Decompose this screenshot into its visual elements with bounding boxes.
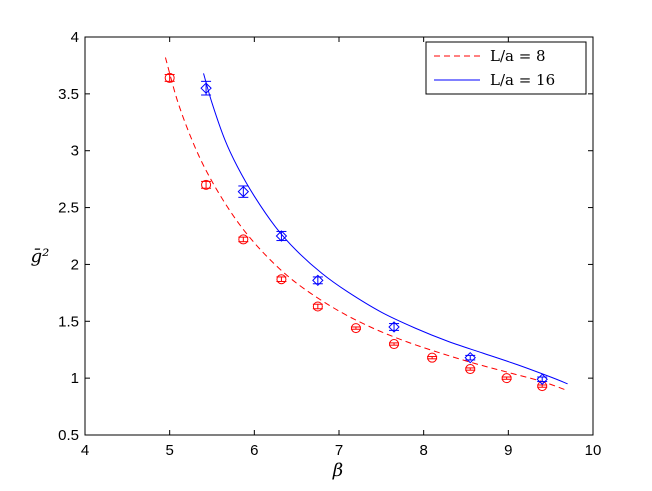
y-axis-label: ḡ² xyxy=(31,246,50,267)
y-tick-label: 1 xyxy=(71,370,79,387)
data-point-series-2 xyxy=(312,274,324,287)
y-tick-label: 2.5 xyxy=(58,200,79,217)
plot-area xyxy=(85,37,593,435)
y-axis: 0.5 1 1.5 2 2.5 3 3.5 4 xyxy=(58,29,593,444)
data-point-series-1 xyxy=(201,179,212,190)
data-point-series-1 xyxy=(427,352,438,363)
legend-box xyxy=(425,41,587,95)
data-point-series-1 xyxy=(238,234,249,245)
data-point-series-2 xyxy=(388,321,400,333)
data-point-series-1 xyxy=(501,373,512,384)
y-tick-label: 0.5 xyxy=(58,427,79,444)
fit-curves xyxy=(164,57,568,392)
fit-curve-series-1 xyxy=(164,57,568,392)
fit-curve-series-2 xyxy=(203,73,568,385)
legend-label-series-1: L/a = 8 xyxy=(490,47,546,65)
data-point-series-1 xyxy=(312,301,323,312)
data-point-series-1 xyxy=(164,72,175,83)
y-tick-label: 1.5 xyxy=(58,313,79,330)
data-point-series-1 xyxy=(465,364,476,375)
x-tick-label: 5 xyxy=(165,442,173,459)
x-tick-label: 4 xyxy=(81,442,89,459)
data-point-series-2 xyxy=(275,230,288,242)
data-point-series-2 xyxy=(536,373,548,385)
data-point-series-1 xyxy=(276,274,287,285)
y-tick-label: 3 xyxy=(71,143,79,160)
data-point-series-2 xyxy=(200,82,212,94)
legend: L/a = 8 L/a = 16 xyxy=(425,41,587,95)
data-point-series-1 xyxy=(389,339,400,350)
x-tick-label: 7 xyxy=(335,442,343,459)
data-point-series-1 xyxy=(350,323,361,334)
y-tick-label: 2 xyxy=(71,256,79,273)
x-axis: 4 5 6 7 8 9 10 xyxy=(81,37,602,459)
x-tick-label: 10 xyxy=(585,442,602,459)
x-tick-label: 8 xyxy=(419,442,427,459)
y-tick-label: 3.5 xyxy=(58,86,79,103)
x-tick-label: 6 xyxy=(250,442,258,459)
data-markers xyxy=(164,72,548,392)
data-point-series-2 xyxy=(237,185,250,198)
data-point-series-2 xyxy=(464,351,476,364)
x-axis-label: β xyxy=(332,460,343,481)
legend-label-series-2: L/a = 16 xyxy=(490,71,555,89)
x-tick-label: 9 xyxy=(504,442,512,459)
y-tick-label: 4 xyxy=(71,29,79,46)
